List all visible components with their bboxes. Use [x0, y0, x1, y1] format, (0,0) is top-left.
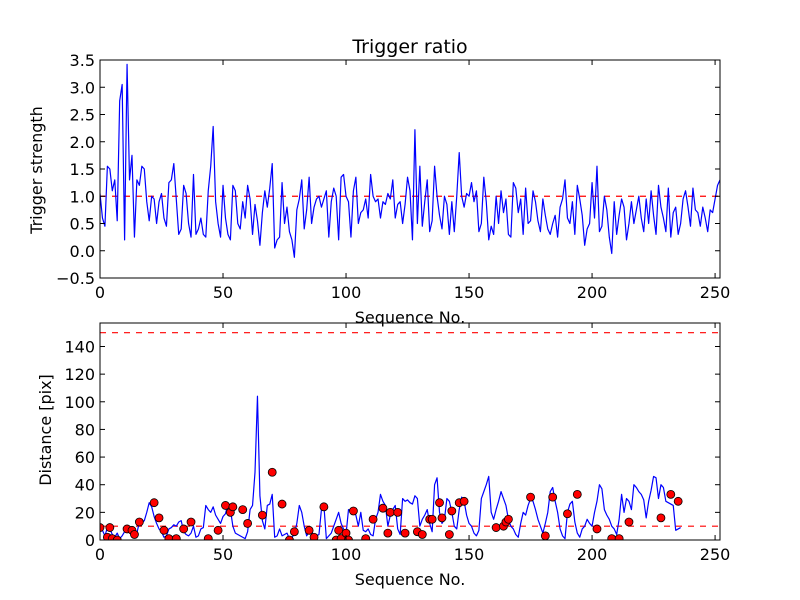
- data-point: [504, 514, 513, 524]
- data-point: [238, 505, 248, 514]
- data-point: [614, 534, 624, 540]
- y-axis-label: Distance [pix]: [36, 374, 55, 486]
- data-point: [154, 513, 164, 523]
- data-point: [624, 517, 634, 527]
- y-tick-label: 0.0: [70, 242, 95, 261]
- data-point: [361, 534, 371, 540]
- data-point: [459, 496, 469, 506]
- y-tick-label: 2.0: [70, 133, 95, 152]
- y-tick-label: 60: [75, 448, 95, 467]
- y-tick-label: 20: [75, 503, 95, 522]
- data-point: [447, 506, 457, 516]
- data-point: [491, 523, 501, 532]
- x-axis-label: Sequence No.: [355, 308, 466, 327]
- x-tick-label: 0: [95, 545, 105, 564]
- y-tick-label: −0.5: [56, 269, 95, 288]
- x-tick-label: 200: [577, 545, 608, 564]
- x-tick-label: 0: [95, 283, 105, 302]
- data-point: [130, 530, 139, 539]
- data-point: [592, 524, 602, 534]
- y-tick-label: 2.5: [70, 106, 95, 125]
- y-tick-label: 1.0: [70, 187, 95, 206]
- data-point: [267, 467, 277, 477]
- data-point: [159, 525, 169, 535]
- data-point: [435, 498, 444, 508]
- data-point: [179, 524, 189, 534]
- x-tick-label: 200: [577, 283, 608, 302]
- data-point: [304, 525, 314, 535]
- data-point: [257, 510, 267, 520]
- y-tick-label: 80: [75, 420, 95, 439]
- data-point: [105, 523, 115, 532]
- x-tick-label: 150: [454, 545, 485, 564]
- data-point: [417, 530, 427, 539]
- x-tick-label: 250: [700, 545, 731, 564]
- x-tick-label: 50: [213, 545, 233, 564]
- data-point: [100, 523, 105, 532]
- y-tick-label: 100: [64, 393, 95, 412]
- y-tick-label: 120: [64, 365, 95, 384]
- x-axis-label: Sequence No.: [355, 570, 466, 589]
- data-point: [540, 531, 550, 540]
- series-line: [100, 63, 720, 258]
- data-point: [309, 532, 319, 540]
- data-point: [213, 525, 223, 535]
- data-point: [437, 513, 447, 523]
- data-point: [203, 534, 213, 540]
- data-point: [149, 498, 159, 508]
- y-tick-label: 0: [85, 531, 95, 550]
- data-point: [349, 506, 358, 516]
- data-point: [243, 519, 253, 528]
- data-point: [548, 492, 558, 502]
- data-point: [228, 502, 238, 512]
- data-point: [378, 503, 388, 513]
- axes-frame: [99, 322, 721, 541]
- data-point: [277, 499, 287, 509]
- data-point: [427, 514, 437, 524]
- data-point: [319, 502, 329, 512]
- x-tick-label: 100: [331, 283, 362, 302]
- x-tick-label: 150: [454, 283, 485, 302]
- y-tick-label: 1.5: [70, 160, 95, 179]
- data-point: [171, 534, 181, 540]
- data-point: [673, 496, 683, 506]
- data-point: [400, 528, 410, 538]
- data-point: [383, 528, 393, 538]
- x-tick-label: 50: [213, 283, 233, 302]
- distance-axes: Distance [pix] Sequence No. 0 50 100 150 200…: [36, 322, 731, 589]
- data-point: [289, 527, 299, 537]
- data-point: [385, 507, 395, 517]
- data-point: [393, 507, 403, 517]
- data-point: [186, 517, 196, 527]
- data-point: [444, 530, 454, 539]
- y-tick-label: 3.5: [70, 51, 95, 70]
- chart-title: Trigger ratio: [351, 36, 467, 58]
- y-tick-label: 40: [75, 476, 95, 495]
- y-tick-label: 3.0: [70, 78, 95, 97]
- data-point: [572, 489, 582, 499]
- data-point: [656, 513, 666, 523]
- y-axis-label: Trigger strength: [27, 106, 46, 235]
- data-point: [368, 514, 378, 524]
- data-point: [563, 509, 572, 519]
- data-point: [334, 525, 344, 535]
- y-tick-label: 140: [64, 337, 95, 356]
- data-point: [526, 492, 535, 502]
- x-tick-label: 100: [331, 545, 362, 564]
- data-point: [285, 535, 294, 540]
- data-point: [666, 489, 676, 499]
- x-tick-label: 250: [700, 283, 731, 302]
- trigger-ratio-axes: Trigger ratio Trigger strength Sequence …: [27, 36, 731, 327]
- y-tick-label: 0.5: [70, 215, 95, 234]
- data-point: [112, 535, 122, 540]
- data-point: [134, 517, 144, 527]
- data-point: [221, 501, 230, 510]
